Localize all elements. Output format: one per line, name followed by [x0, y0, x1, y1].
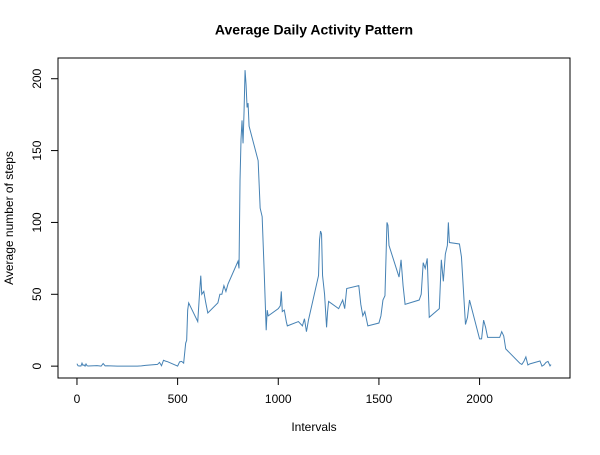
x-axis-label: Intervals — [291, 420, 336, 434]
y-tick-label: 150 — [30, 140, 44, 160]
y-tick-label: 0 — [30, 362, 44, 369]
x-tick-label: 500 — [168, 392, 188, 406]
x-tick-label: 1500 — [366, 392, 393, 406]
y-tick-label: 100 — [30, 212, 44, 232]
chart-title: Average Daily Activity Pattern — [215, 22, 413, 38]
x-tick-label: 1000 — [265, 392, 292, 406]
plot-frame — [57, 57, 571, 379]
y-axis-label: Average number of steps — [2, 151, 16, 285]
data-line — [76, 70, 552, 368]
y-tick-label: 50 — [30, 287, 44, 301]
x-tick-label: 0 — [74, 392, 81, 406]
x-tick-label: 2000 — [466, 392, 493, 406]
y-tick-label: 200 — [30, 68, 44, 88]
